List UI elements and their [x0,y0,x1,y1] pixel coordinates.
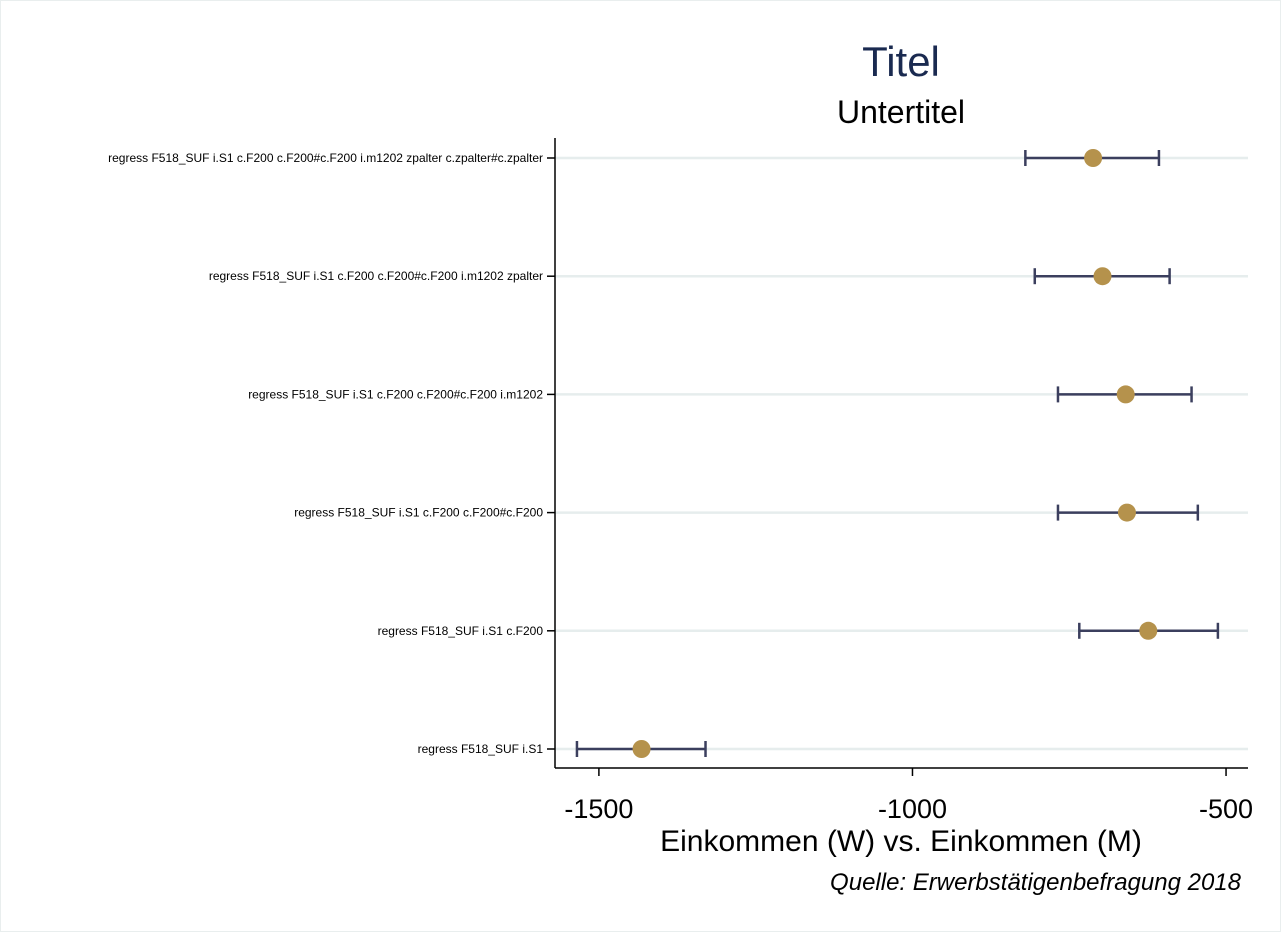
x-axis-label: Einkommen (W) vs. Einkommen (M) [660,825,1142,858]
x-tick-label: -1500 [564,794,633,824]
x-tick-label: -500 [1199,794,1253,824]
y-tick-label: regress F518_SUF i.S1 c.F200 c.F200#c.F2… [209,269,543,283]
point-estimate [1093,267,1112,286]
grid-layer [555,156,1248,751]
y-tick-label: regress F518_SUF i.S1 c.F200 [378,624,544,638]
chart-subtitle: Untertitel [837,94,965,130]
x-tick-label: -1000 [878,794,947,824]
source-note: Quelle: Erwerbstätigenbefragung 2018 [830,869,1242,896]
marks-layer [575,149,1220,758]
point-estimate [1116,385,1135,404]
y-tick-label: regress F518_SUF i.S1 c.F200 c.F200#c.F2… [294,506,543,520]
point-estimate [632,740,651,758]
point-estimate [1117,503,1136,522]
y-tick-label: regress F518_SUF i.S1 c.F200 c.F200#c.F2… [248,387,543,401]
point-estimate [1139,621,1158,640]
y-tick-label: regress F518_SUF i.S1 [418,742,544,756]
labels-layer: regress F518_SUF i.S1 c.F200 c.F200#c.F2… [108,151,1253,824]
y-tick-label: regress F518_SUF i.S1 c.F200 c.F200#c.F2… [108,151,543,165]
chart-title: Titel [862,38,940,85]
point-estimate [1084,149,1103,167]
axes-layer [547,138,1248,776]
